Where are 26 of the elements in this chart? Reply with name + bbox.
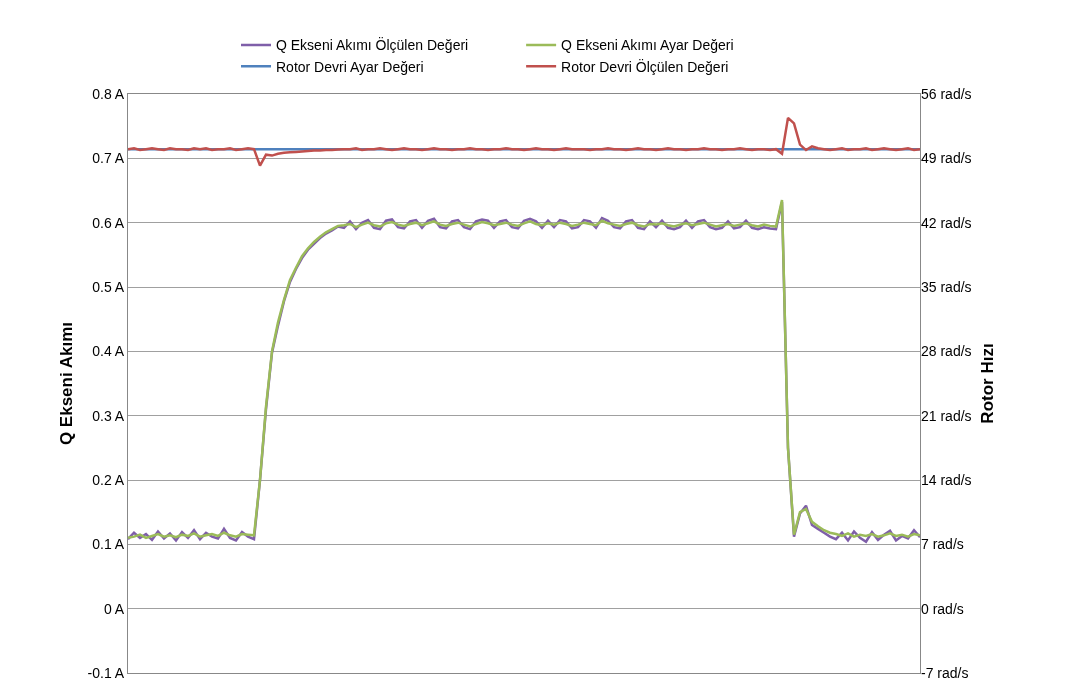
y-axis-title: Q Ekseni Akımı — [57, 321, 77, 446]
y-tick-label: 0.5 A — [92, 278, 125, 295]
y-tick-label: 0.8 A — [92, 85, 125, 102]
y2-tick-label: 56 rad/s — [921, 85, 972, 102]
y-tick-label: -0.1 A — [87, 664, 125, 681]
legend-label: Q Ekseni Akımı Ayar Değeri — [561, 37, 734, 54]
y-tick-label: 0.4 A — [92, 343, 125, 360]
y2-tick-label: 28 rad/s — [921, 343, 972, 360]
y-tick-label: 0.6 A — [92, 214, 125, 231]
y-tick-label: 0.1 A — [92, 536, 125, 553]
y2-tick-label: 14 rad/s — [921, 471, 972, 488]
y2-tick-label: 35 rad/s — [921, 278, 972, 295]
y2-axis-title: Rotor Hızı — [977, 343, 997, 424]
y2-tick-label: 42 rad/s — [921, 214, 972, 231]
y2-tick-label: 7 rad/s — [921, 536, 964, 553]
y2-tick-label: 21 rad/s — [921, 407, 972, 424]
legend-label: Q Ekseni Akımı Ölçülen Değeri — [276, 36, 469, 54]
y-tick-label: 0.2 A — [92, 471, 125, 488]
y2-tick-label: 49 rad/s — [921, 150, 972, 167]
y-tick-label: 0 A — [103, 600, 125, 617]
legend-label: Rotor Devri Ayar Değeri — [276, 58, 424, 75]
y2-tick-label: -7 rad/s — [921, 664, 969, 681]
y2-tick-label: 0 rad/s — [921, 600, 964, 617]
y-tick-label: 0.7 A — [92, 150, 125, 167]
y-tick-label: 0.3 A — [92, 407, 125, 424]
legend-label: Rotor Devri Ölçülen Değeri — [561, 57, 729, 75]
